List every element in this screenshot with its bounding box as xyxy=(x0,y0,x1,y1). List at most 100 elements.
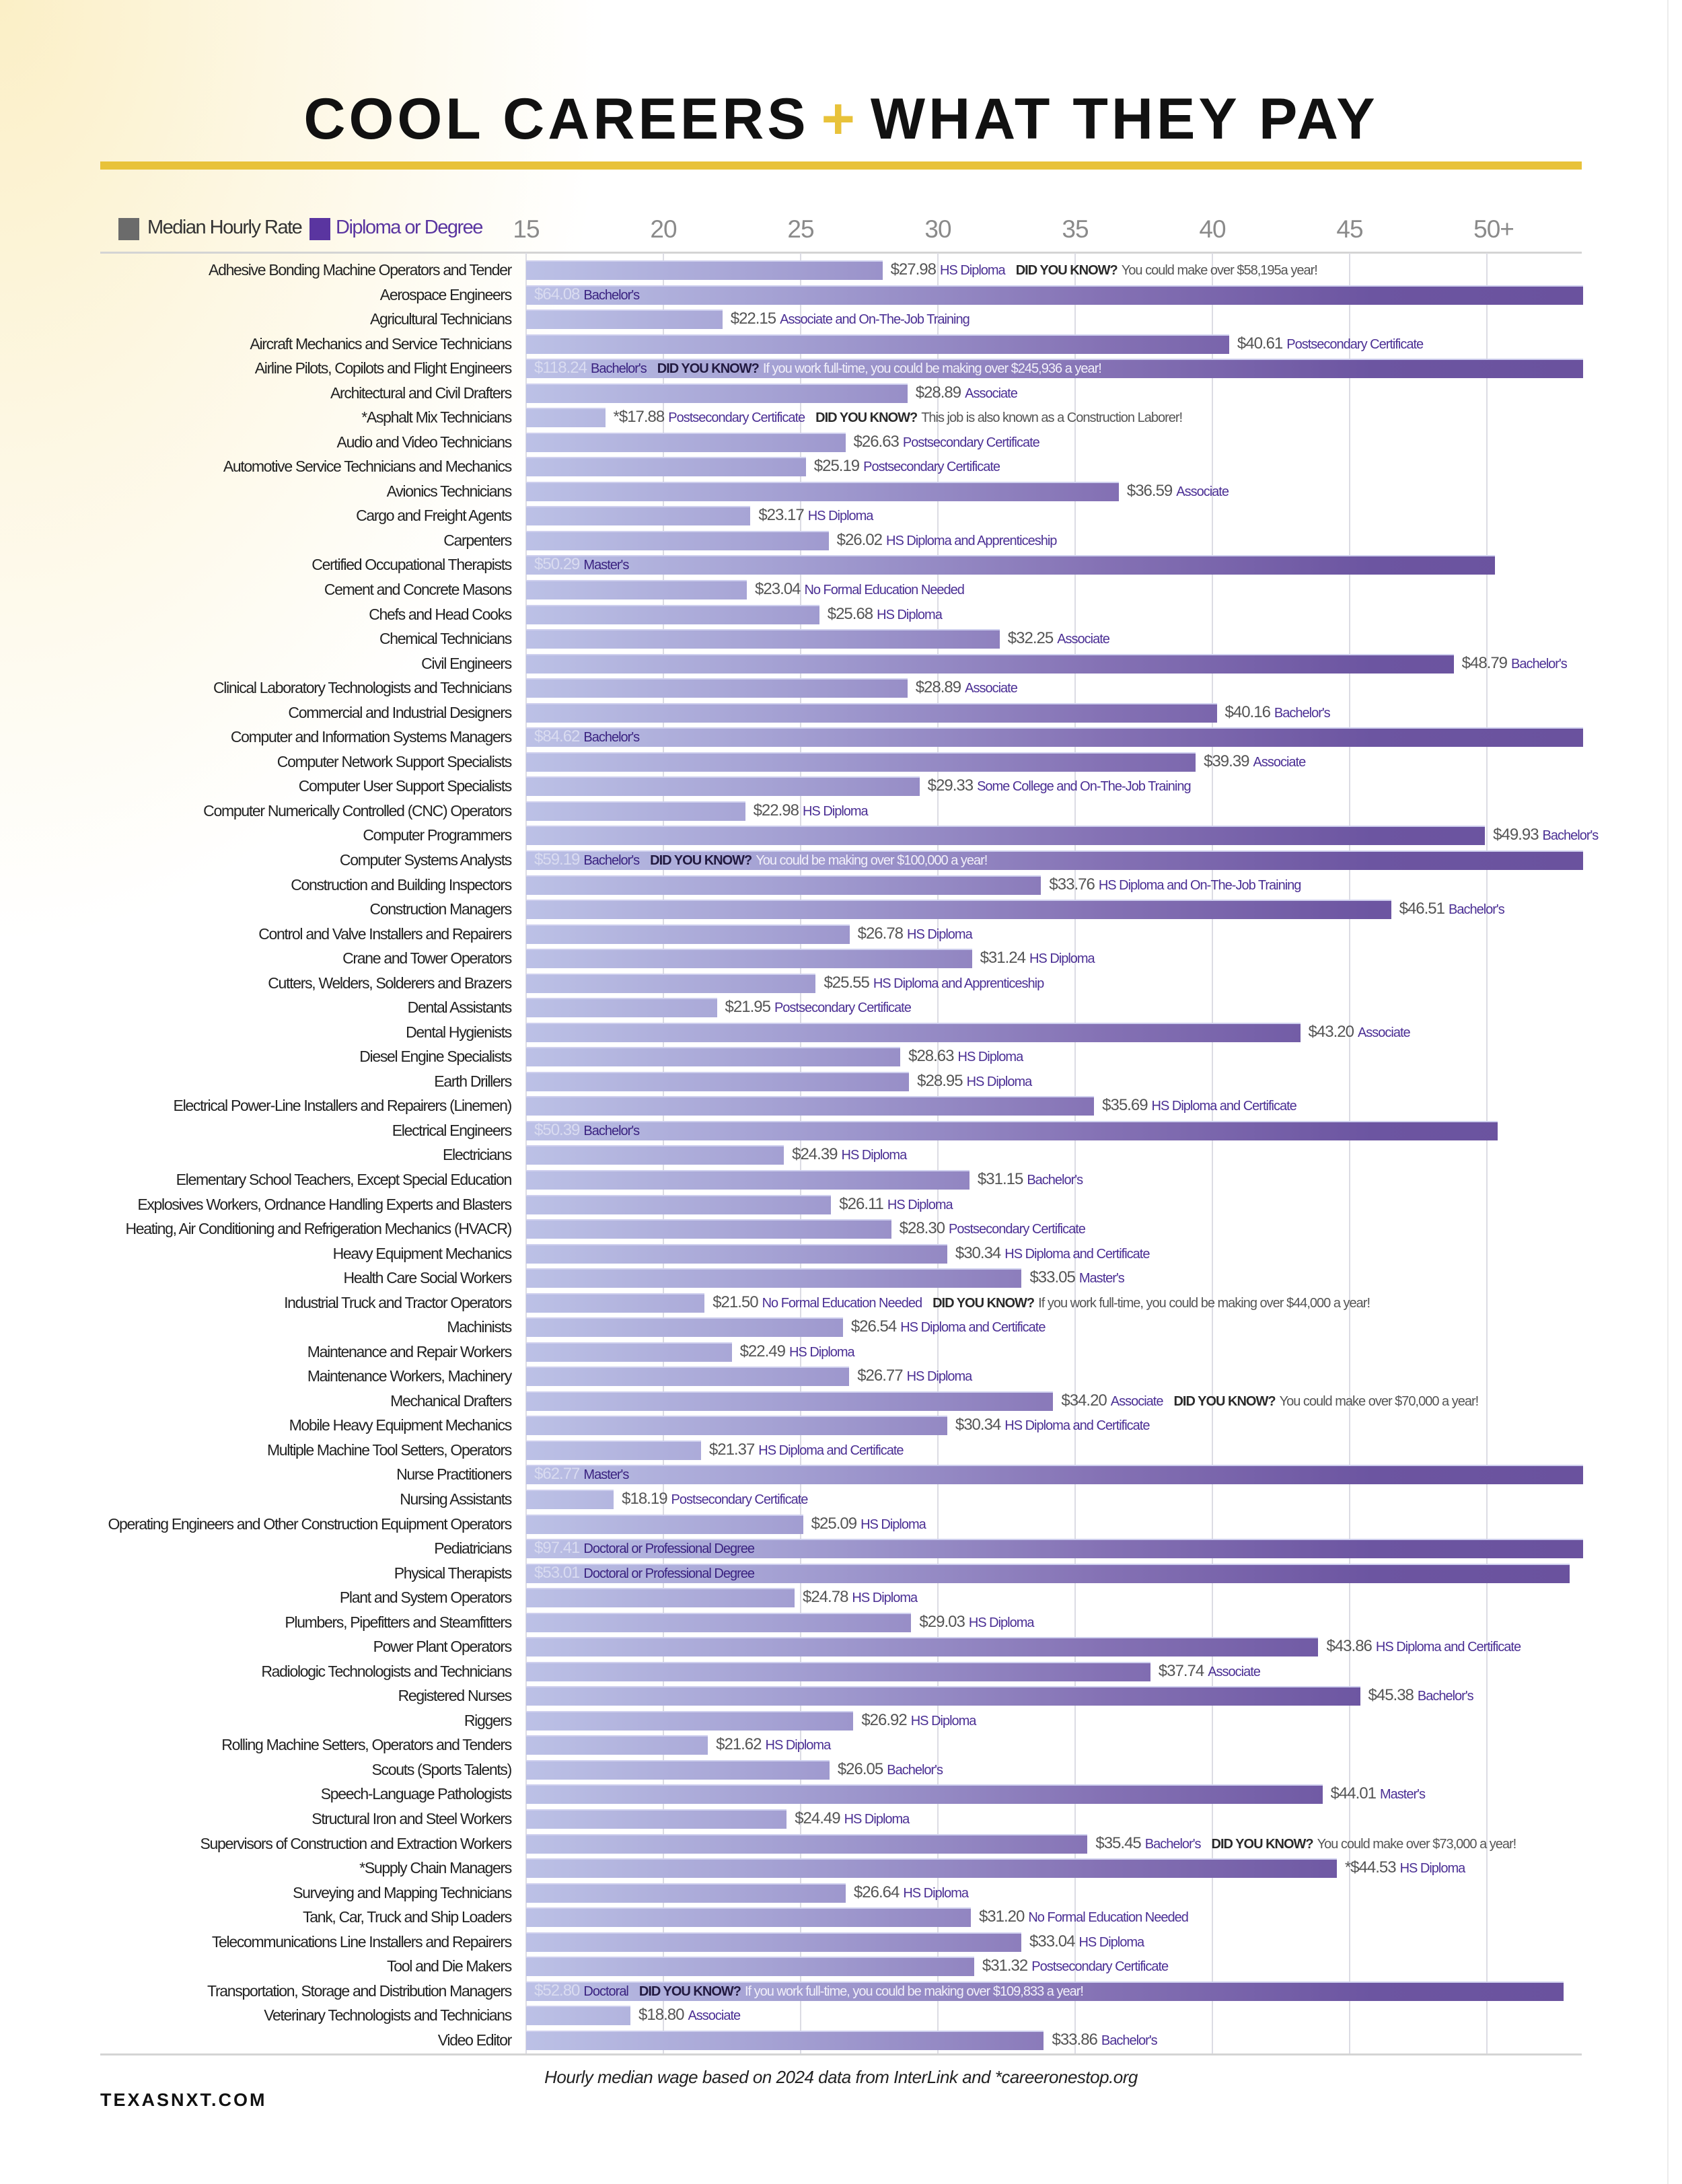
row-label: Computer and Information Systems Manager… xyxy=(230,728,512,746)
degree-requirement: HS Diploma xyxy=(841,1148,908,1163)
hourly-wage: $21.37 xyxy=(708,1440,755,1459)
degree-requirement: HS Diploma xyxy=(844,1812,910,1827)
row-label: Diesel Engine Specialists xyxy=(359,1048,512,1066)
hourly-wage: $22.98 xyxy=(753,801,799,820)
hourly-wage: $28.89 xyxy=(915,383,961,402)
degree-requirement: HS Diploma and Certificate xyxy=(1004,1418,1150,1434)
value-label: $40.16 Bachelor's xyxy=(1225,702,1331,725)
bar xyxy=(526,678,908,698)
row-label: Dental Assistants xyxy=(407,998,513,1017)
row-label: Health Care Social Workers xyxy=(343,1269,512,1287)
value-label: $33.04 HS Diploma xyxy=(1029,1932,1144,1954)
bar xyxy=(526,1661,1150,1681)
legend-degree-swatch xyxy=(309,218,330,240)
hourly-wage: $22.49 xyxy=(739,1342,786,1360)
bar xyxy=(526,506,751,526)
value-label: $50.39 Bachelor's xyxy=(534,1120,640,1142)
value-label: $32.25 Associate xyxy=(1007,628,1110,651)
value-label: $26.11 HS Diploma xyxy=(839,1194,953,1216)
row-label: Operating Engineers and Other Constructi… xyxy=(108,1515,512,1533)
degree-requirement: No Formal Education Needed xyxy=(1028,1910,1188,1926)
title-left: COOL CAREERS xyxy=(303,87,809,151)
hourly-wage: $40.61 xyxy=(1237,334,1283,353)
degree-requirement: HS Diploma xyxy=(939,263,1006,278)
value-label: $31.15 Bachelor's xyxy=(978,1169,1083,1192)
bar xyxy=(526,408,606,428)
row-label: Explosives Workers, Ordnance Handling Ex… xyxy=(137,1195,512,1213)
value-label: $35.69 HS Diploma and Certificate xyxy=(1102,1095,1297,1118)
row-label: Electricians xyxy=(443,1146,512,1164)
value-label: $33.05 Master's xyxy=(1029,1268,1124,1290)
hourly-wage: $33.76 xyxy=(1049,875,1095,894)
degree-requirement: Bachelor's xyxy=(1027,1172,1083,1188)
row-label: Nurse Practitioners xyxy=(396,1465,512,1484)
value-label: $26.02 HS Diploma and Apprenticeship xyxy=(837,530,1058,552)
hourly-wage: $25.09 xyxy=(811,1514,857,1533)
value-label: $118.24 Bachelor's DID YOU KNOW? If you wor… xyxy=(534,358,1102,380)
row-label: Architectural and Civil Drafters xyxy=(330,384,512,402)
bar xyxy=(526,850,1583,870)
row-label: Cargo and Freight Agents xyxy=(356,507,512,525)
degree-requirement: Postsecondary Certificate xyxy=(949,1222,1086,1237)
value-label: $33.86 Bachelor's xyxy=(1052,2030,1157,2052)
degree-requirement: Bachelor's xyxy=(1417,1689,1474,1704)
hourly-wage: $21.95 xyxy=(725,998,771,1017)
value-label: *$17.88 Postsecondary Certificate DID YOU … xyxy=(614,407,1183,429)
hourly-wage: $59.19 xyxy=(534,850,580,869)
bar xyxy=(526,1563,1570,1583)
did-you-know-fact: If you work full-time, you could be maki… xyxy=(744,1983,1084,1999)
value-label: $31.20 No Formal Education Needed xyxy=(979,1907,1189,1929)
hourly-wage: $29.33 xyxy=(927,776,974,795)
hourly-wage: $24.39 xyxy=(792,1145,838,1164)
row-label: Cutters, Welders, Solderers and Brazers xyxy=(268,974,512,992)
row-label: Nursing Assistants xyxy=(400,1490,512,1508)
bar xyxy=(526,555,1495,575)
value-label: $25.09 HS Diploma xyxy=(811,1514,926,1536)
value-label: $23.04 No Formal Education Needed xyxy=(755,579,965,602)
value-label: $37.74 Associate xyxy=(1159,1661,1261,1683)
row-label: Tank, Car, Truck and Ship Loaders xyxy=(303,1908,512,1926)
row-label: Certified Occupational Therapists xyxy=(312,556,512,574)
row-label: Veterinary Technologists and Technicians xyxy=(264,2006,512,2025)
page-edge xyxy=(1667,0,1669,2184)
degree-requirement: Bachelor's xyxy=(583,287,640,303)
value-label: $50.29 Master's xyxy=(534,554,629,577)
degree-requirement: Bachelor's xyxy=(583,730,640,745)
row-label: Riggers xyxy=(464,1711,512,1729)
row-label: Construction and Building Inspectors xyxy=(291,875,512,894)
bar xyxy=(526,1858,1337,1879)
row-label: Chefs and Head Cooks xyxy=(369,605,512,623)
row-label: Agricultural Technicians xyxy=(370,310,512,328)
hourly-wage: $27.98 xyxy=(890,260,937,279)
value-label: $21.62 HS Diploma xyxy=(716,1735,831,1757)
source-caption: Hourly median wage based on 2024 data fr… xyxy=(544,2067,1138,2087)
did-you-know-label: DID YOU KNOW? xyxy=(657,361,760,377)
degree-requirement: Bachelor's xyxy=(1144,1836,1202,1852)
row-label: Computer User Support Specialists xyxy=(298,777,513,795)
bar xyxy=(526,1145,784,1165)
degree-requirement: HS Diploma xyxy=(907,926,973,942)
hourly-wage: $24.49 xyxy=(795,1809,840,1828)
bar xyxy=(526,1022,1301,1042)
hourly-wage: $33.05 xyxy=(1029,1268,1075,1287)
hourly-wage: $26.63 xyxy=(853,432,900,451)
bar xyxy=(526,1907,971,1928)
bar xyxy=(526,1710,854,1731)
hourly-wage: $26.77 xyxy=(857,1367,903,1385)
hourly-wage: $35.45 xyxy=(1095,1833,1141,1852)
hourly-wage: $33.04 xyxy=(1029,1932,1075,1951)
hourly-wage: *$44.53 xyxy=(1344,1858,1397,1877)
did-you-know-label: DID YOU KNOW? xyxy=(650,852,752,868)
row-label: Commercial and Industrial Designers xyxy=(288,703,512,721)
degree-requirement: HS Diploma and Certificate xyxy=(758,1443,904,1458)
row-label: Computer Numerically Controlled (CNC) Op… xyxy=(203,801,512,820)
x-tick-label: 35 xyxy=(1062,215,1089,243)
bar xyxy=(526,801,745,821)
value-label: $26.05 Bachelor's xyxy=(838,1759,943,1782)
hourly-wage: $32.25 xyxy=(1007,629,1054,648)
did-you-know-label: DID YOU KNOW? xyxy=(1015,263,1118,278)
degree-requirement: Bachelor's xyxy=(1511,656,1568,671)
value-label: $26.92 HS Diploma xyxy=(861,1710,976,1733)
value-label: $22.98 HS Diploma xyxy=(753,801,869,823)
degree-requirement: Doctoral or Professional Degree xyxy=(583,1566,755,1581)
